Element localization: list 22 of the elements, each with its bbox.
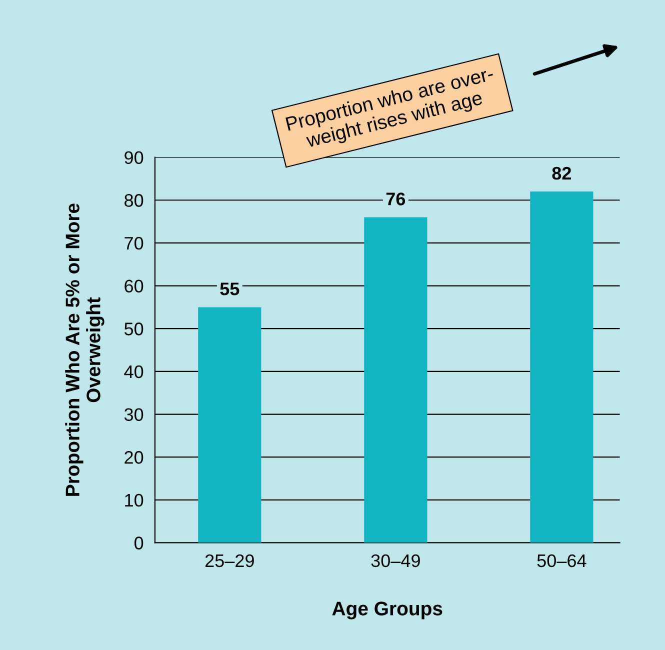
y-tick-label: 20	[124, 451, 144, 464]
y-tick-label: 90	[124, 151, 144, 164]
x-tick-label: 25–29	[205, 554, 254, 568]
y-tick-label: 0	[134, 536, 144, 550]
y-tick-label: 10	[125, 494, 144, 507]
y-tick-label: 50	[124, 322, 144, 336]
bar	[364, 217, 428, 543]
data-label: 82	[552, 166, 571, 180]
x-tick-label: 30–49	[371, 554, 420, 568]
bar	[198, 307, 262, 543]
y-tick-label: 40	[124, 365, 144, 378]
x-axis-title: Age Groups	[332, 602, 442, 620]
y-tick-label: 60	[124, 280, 144, 293]
y-tick-label: 80	[124, 194, 144, 207]
bar	[530, 192, 594, 543]
y-tick-label: 30	[124, 408, 144, 421]
data-label: 55	[220, 282, 240, 296]
y-tick-label: 70	[124, 236, 144, 250]
y-axis-title: Proportion Who Are 5% or More Overweight	[65, 204, 104, 496]
x-tick-label: 50–64	[537, 554, 586, 568]
data-label: 76	[386, 192, 406, 206]
text: Proportion who are over- weight rises with age	[285, 66, 495, 152]
